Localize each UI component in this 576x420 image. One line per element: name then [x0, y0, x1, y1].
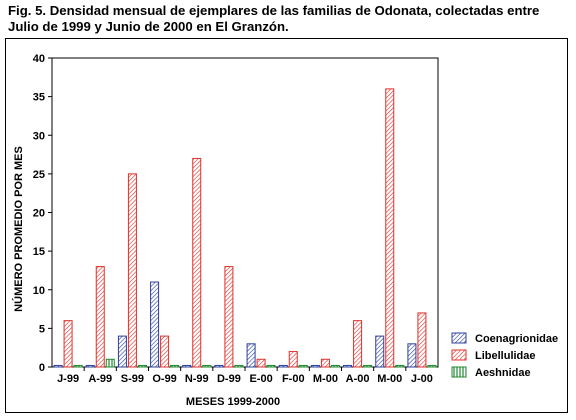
figure-caption: Fig. 5. Densidad mensual de ejemplares d… — [8, 3, 568, 35]
legend: Coenagrionidae Libellulidae Aeshnidae — [451, 332, 558, 379]
y-tick-label: 35 — [33, 92, 45, 104]
x-tick-label: O-99 — [152, 373, 176, 385]
legend-swatch-libellulidae — [451, 349, 467, 361]
x-tick-label: J-99 — [57, 373, 79, 385]
bar-libellulidae-a-99 — [95, 266, 105, 368]
x-tick-label: A-99 — [88, 373, 112, 385]
bar-libellulidae-a-00 — [353, 320, 363, 368]
y-tick-label: 30 — [33, 130, 45, 142]
legend-label-coenagrionidae: Coenagrionidae — [475, 333, 558, 345]
bar-coenagrionidae-j-00 — [407, 343, 417, 368]
plot-area: 0 5 10 15 20 25 30 35 40 J-99 A-99 S-99 O-99 N-99 D-99… — [33, 53, 439, 385]
bar-coenagrionidae-o-99 — [150, 281, 160, 368]
x-axis-label: MESES 1999-2000 — [186, 396, 280, 408]
legend-swatch-aeshnidae — [451, 366, 467, 378]
bar-libellulidae-e-00 — [256, 358, 266, 368]
bar-coenagrionidae-m-00 — [375, 335, 385, 368]
chart-frame — [5, 38, 568, 413]
x-tick-label: E-00 — [249, 373, 272, 385]
bar-aeshnidae-n-99 — [202, 364, 212, 368]
bar-libellulidae-j-00 — [417, 312, 427, 368]
bar-aeshnidae-s-99 — [137, 364, 147, 368]
bar-aeshnidae-a-99 — [105, 358, 115, 368]
bar-libellulidae-d-99 — [224, 266, 234, 368]
bar-libellulidae-f-00 — [288, 351, 298, 368]
x-tick-label: A-00 — [346, 373, 370, 385]
legend-label-libellulidae: Libellulidae — [475, 350, 536, 362]
bar-aeshnidae-d-99 — [234, 364, 244, 368]
x-tick-label: F-00 — [282, 373, 305, 385]
bar-libellulidae-m-00 — [320, 358, 330, 368]
bar-coenagrionidae-e-00 — [246, 343, 256, 368]
bar-aeshnidae-j-99 — [73, 364, 83, 368]
bar-libellulidae-s-99 — [127, 173, 137, 368]
x-tick-label: J-00 — [411, 373, 433, 385]
y-tick-label: 25 — [33, 169, 45, 181]
x-tick-label: M-00 — [313, 373, 338, 385]
bar-aeshnidae-m-00 — [330, 364, 340, 368]
y-tick-label: 10 — [33, 285, 45, 297]
bar-coenagrionidae-f-00 — [278, 364, 288, 368]
bar-libellulidae-n-99 — [192, 157, 202, 368]
bar-coenagrionidae-s-99 — [117, 335, 127, 368]
caption-line-2: Julio de 1999 y Junio de 2000 en El Gran… — [8, 19, 289, 34]
bar-aeshnidae-m-00 — [395, 364, 405, 368]
bar-aeshnidae-e-00 — [266, 364, 276, 368]
bar-coenagrionidae-a-00 — [343, 364, 353, 368]
bar-aeshnidae-o-99 — [170, 364, 180, 368]
x-tick-label: N-99 — [185, 373, 209, 385]
bar-libellulidae-j-99 — [63, 320, 73, 368]
bar-libellulidae-o-99 — [160, 335, 170, 368]
x-tick-label: M-00 — [377, 373, 402, 385]
bar-coenagrionidae-a-99 — [85, 364, 95, 368]
legend-swatch-coenagrionidae — [451, 332, 467, 344]
legend-label-aeshnidae: Aeshnidae — [475, 367, 531, 379]
y-tick-label: 0 — [39, 362, 45, 374]
y-tick-label: 40 — [33, 53, 45, 65]
plot-border — [51, 57, 439, 368]
bar-coenagrionidae-m-00 — [310, 364, 320, 368]
bar-aeshnidae-f-00 — [298, 364, 308, 368]
bar-aeshnidae-a-00 — [363, 364, 373, 368]
bar-coenagrionidae-d-99 — [214, 364, 224, 368]
y-tick-label: 15 — [33, 246, 45, 258]
x-tick-label: S-99 — [121, 373, 144, 385]
y-tick-label: 20 — [33, 208, 45, 220]
bar-aeshnidae-j-00 — [427, 364, 437, 368]
caption-line-1: Fig. 5. Densidad mensual de ejemplares d… — [8, 3, 540, 18]
y-axis-label: NÚMERO PROMEDIO POR MES — [12, 146, 25, 312]
bar-libellulidae-m-00 — [385, 88, 395, 368]
bar-coenagrionidae-j-99 — [53, 364, 63, 368]
bar-coenagrionidae-n-99 — [182, 364, 192, 368]
y-tick-label: 5 — [39, 323, 45, 335]
x-tick-label: D-99 — [217, 373, 241, 385]
